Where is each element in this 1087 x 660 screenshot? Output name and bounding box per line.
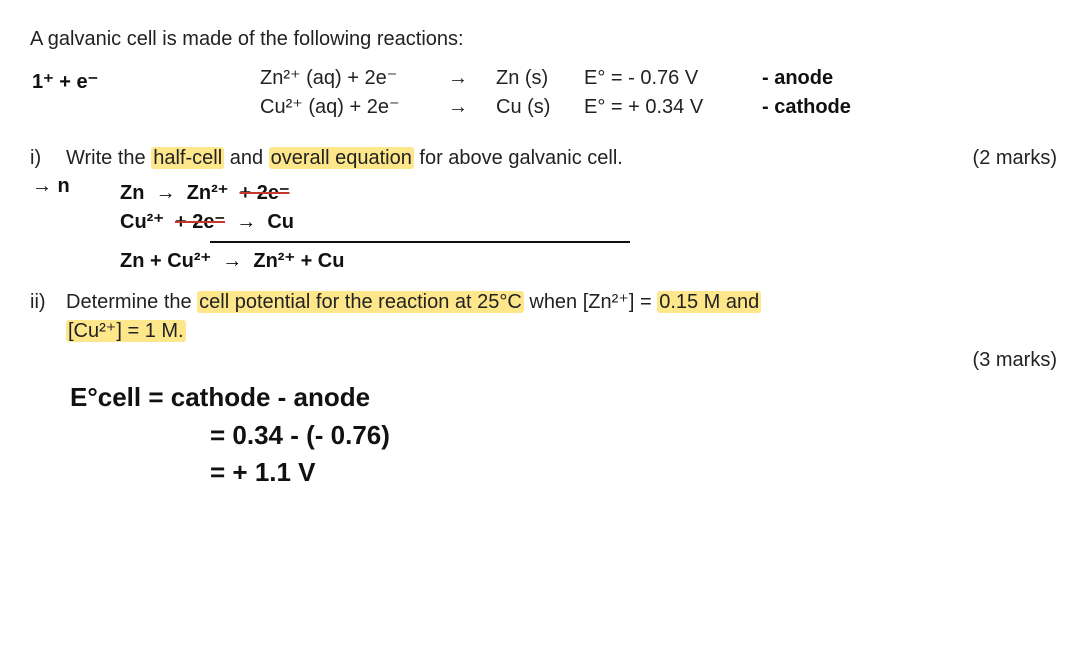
q1-l1-b: Zn²⁺: [187, 182, 229, 204]
q1-l3-b: Zn²⁺ + Cu: [253, 250, 344, 272]
q1-hl2: overall equation: [269, 147, 414, 169]
q1-l2-strike: + 2e⁻: [175, 211, 225, 233]
question-1: i) Write the half-cell and overall equat…: [30, 144, 1057, 173]
intro-text: A galvanic cell is made of the following…: [30, 25, 1057, 54]
q1-text: Write the half-cell and overall equation…: [66, 144, 623, 173]
q2-marks: (3 marks): [973, 346, 1057, 375]
margin-note-q1: → n: [32, 172, 70, 201]
rxn1-e: E° = - 0.76 V: [584, 64, 754, 93]
q1-l2-arrow: →: [236, 211, 256, 233]
q2-mid1: when [Zn²⁺] =: [524, 291, 657, 313]
rxn2-note: - cathode: [762, 93, 922, 122]
rxn2-lhs: Cu²⁺ (aq) + 2e⁻: [260, 93, 440, 122]
q1-l3-a: Zn + Cu²⁺: [120, 250, 211, 272]
q1-l1-a: Zn: [120, 182, 144, 204]
q1-post: for above galvanic cell.: [414, 147, 623, 169]
q1-line2: Cu²⁺ + 2e⁻ → Cu: [120, 208, 1057, 237]
rxn2-e: E° = + 0.34 V: [584, 93, 754, 122]
reaction-table: Zn²⁺ (aq) + 2e⁻ → Zn (s) E° = - 0.76 V -…: [260, 64, 1057, 122]
rxn1-rhs: Zn (s): [496, 64, 576, 93]
q1-l3-arrow: →: [222, 250, 242, 272]
q1-pre: Write the: [66, 147, 151, 169]
reaction-row-2: Cu²⁺ (aq) + 2e⁻ → Cu (s) E° = + 0.34 V -…: [260, 93, 1057, 122]
q1-l2-b: Cu: [267, 211, 294, 233]
q1-divider: [210, 241, 630, 243]
q1-line3: Zn + Cu²⁺ → Zn²⁺ + Cu: [120, 247, 1057, 276]
rxn1-lhs: Zn²⁺ (aq) + 2e⁻: [260, 64, 440, 93]
q1-hl1: half-cell: [151, 147, 224, 169]
q2-text: Determine the cell potential for the rea…: [66, 288, 1057, 346]
rxn2-arrow: →: [448, 93, 488, 122]
q1-marks: (2 marks): [973, 144, 1057, 173]
q2-line3: = + 1.1 V: [210, 454, 1057, 492]
q2-line1: E°cell = cathode - anode: [70, 379, 1057, 417]
q2-pre: Determine the: [66, 291, 197, 313]
q2-line2: = 0.34 - (- 0.76): [210, 417, 1057, 455]
q1-line1: Zn → Zn²⁺ + 2e⁻: [120, 179, 1057, 208]
q1-mid: and: [224, 147, 268, 169]
margin-note-top: 1⁺ + e⁻: [32, 68, 98, 97]
reaction-row-1: Zn²⁺ (aq) + 2e⁻ → Zn (s) E° = - 0.76 V -…: [260, 64, 1057, 93]
rxn2-rhs: Cu (s): [496, 93, 576, 122]
q1-number: i): [30, 144, 66, 173]
q2-hl2: 0.15 M and: [657, 291, 761, 313]
q2-number: ii): [30, 288, 66, 317]
q1-l1-arrow: →: [156, 182, 176, 204]
q2-work: E°cell = cathode - anode = 0.34 - (- 0.7…: [70, 379, 1057, 492]
q1-l1-strike: + 2e⁻: [239, 182, 289, 204]
q2-line2-hl: [Cu²⁺] = 1 M.: [66, 320, 186, 342]
q2-hl1: cell potential for the reaction at 25°C: [197, 291, 524, 313]
q1-l2-a: Cu²⁺: [120, 211, 164, 233]
rxn1-arrow: →: [448, 64, 488, 93]
question-2: ii) Determine the cell potential for the…: [30, 288, 1057, 346]
q2-marks-row: (3 marks): [30, 346, 1057, 375]
rxn1-note: - anode: [762, 64, 922, 93]
q1-work: Zn → Zn²⁺ + 2e⁻ Cu²⁺ + 2e⁻ → Cu Zn + Cu²…: [120, 179, 1057, 276]
